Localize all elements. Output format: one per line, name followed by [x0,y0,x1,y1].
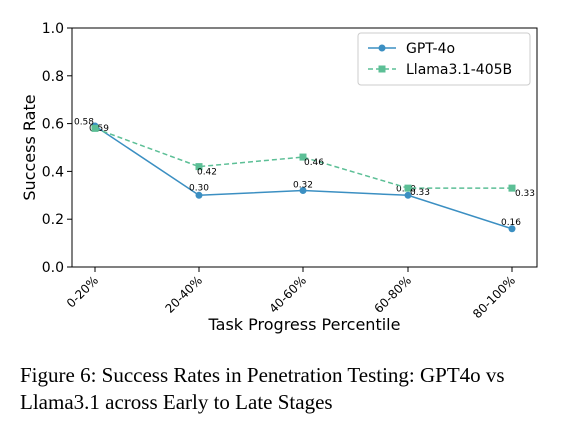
figure-caption: Figure 6: Success Rates in Penetration T… [20,363,505,414]
data-point [404,184,412,192]
data-label: 0.16 [501,218,521,228]
data-label: 0.30 [189,183,209,193]
line-chart: 0.0 0.2 0.4 0.6 0.8 1.0 0-20% 20-40% 40-60% 60-80… [20,21,538,334]
plot-frame [71,27,538,268]
data-label: 0.33 [515,189,535,199]
y-tick-label: 1.0 [42,21,64,37]
x-tick-label: 40-60% [266,273,309,316]
data-label: 0.59 [89,124,109,134]
x-axis-title: Task Progress Percentile [208,315,401,334]
y-tick-label: 0.2 [42,212,64,228]
x-tick-label: 0-20% [64,273,101,310]
series-line-gpt-4o [94,125,513,230]
legend-marker [378,44,386,52]
x-tick-label: 60-80% [371,273,414,316]
data-label: 0.58 [74,117,94,127]
x-tick-label: 20-40% [162,273,205,316]
legend-label: Llama3.1-405B [406,62,512,78]
data-point [195,191,203,199]
y-tick-label: 0.6 [42,117,64,133]
data-point [299,153,307,161]
data-point [299,187,307,195]
y-tick-label: 0.4 [42,164,64,180]
y-tick-label: 0.0 [42,260,64,276]
data-label: 0.42 [197,168,217,178]
y-tick-label: 0.8 [42,69,64,85]
data-point [195,163,203,171]
legend-box [357,32,531,86]
data-point [404,191,412,199]
data-label: 0.32 [293,181,313,191]
data-point [91,124,99,132]
y-axis-title: Success Rate [20,94,39,200]
x-tick-label: 80-100% [470,273,518,321]
series-line-llama3-1-405b [94,127,512,189]
data-point [508,184,516,192]
data-point [508,225,516,233]
data-label: 0.33 [410,188,430,198]
legend-marker [378,65,386,73]
legend-label: GPT-4o [406,41,455,57]
data-label: 0.46 [304,158,324,168]
